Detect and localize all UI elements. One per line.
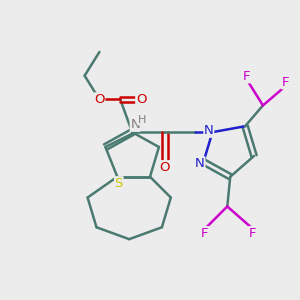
Text: N: N (195, 157, 205, 170)
Text: O: O (94, 93, 105, 106)
Text: F: F (201, 227, 209, 240)
Text: F: F (249, 227, 256, 240)
Text: O: O (160, 161, 170, 174)
Text: F: F (243, 70, 250, 83)
Text: O: O (136, 93, 146, 106)
Text: N: N (130, 118, 140, 131)
Text: H: H (137, 115, 146, 125)
Text: N: N (204, 124, 214, 137)
Text: S: S (115, 177, 123, 190)
Text: F: F (281, 76, 289, 89)
